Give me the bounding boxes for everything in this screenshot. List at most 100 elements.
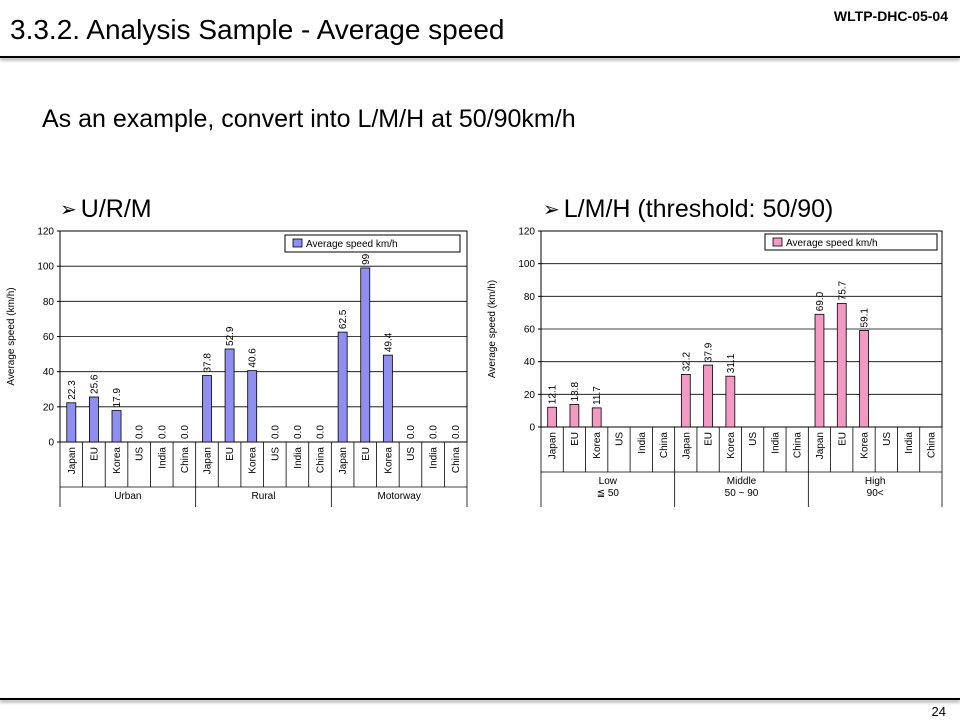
data-label: 0.0 — [293, 425, 304, 439]
category-label: EU — [361, 447, 372, 461]
data-label: 0.0 — [406, 425, 417, 439]
category-label: Korea — [383, 447, 394, 474]
bar — [88, 396, 99, 443]
page-title: 3.3.2. Analysis Sample - Average speed — [10, 14, 505, 45]
y-tick-label: 20 — [524, 390, 536, 401]
category-label: US — [748, 432, 759, 446]
bar — [725, 375, 736, 428]
data-label: 0.0 — [157, 425, 168, 439]
category-label: Japan — [681, 432, 692, 459]
legend-box — [284, 234, 461, 253]
category-label: Korea — [112, 447, 123, 474]
category-label: EU — [225, 447, 236, 461]
data-label: 0.0 — [429, 425, 440, 439]
group-label: Middle — [727, 476, 757, 487]
category-label: India — [157, 447, 168, 469]
legend-swatch — [772, 237, 783, 247]
y-tick-label: 60 — [524, 325, 536, 336]
header-divider — [0, 56, 960, 58]
category-label: US — [406, 447, 417, 461]
category-label: Korea — [860, 432, 871, 459]
category-label: China — [926, 432, 937, 459]
data-label: 49.4 — [383, 332, 394, 352]
data-label: 52.9 — [225, 326, 236, 346]
category-label: India — [429, 447, 440, 469]
data-label: 59.1 — [860, 308, 871, 328]
y-tick-label: 20 — [43, 402, 55, 413]
category-label: US — [270, 447, 281, 461]
group-label: Low — [599, 476, 618, 487]
arrow-bullet-icon: ➢ — [543, 198, 560, 221]
data-label: 12.1 — [548, 384, 559, 404]
y-tick-label: 60 — [43, 332, 55, 343]
y-tick-label: 40 — [43, 367, 55, 378]
y-tick-label: 0 — [48, 438, 54, 449]
category-label: Japan — [338, 447, 349, 474]
data-label: 69.0 — [815, 291, 826, 311]
group-label: Urban — [114, 491, 141, 502]
category-label: EU — [89, 447, 100, 461]
category-label: India — [904, 432, 915, 454]
legend-label: Average speed km/h — [306, 239, 398, 250]
page-number: 24 — [931, 704, 946, 719]
data-label: 17.9 — [112, 388, 123, 408]
data-label: 0.0 — [180, 425, 191, 439]
category-label: Japan — [548, 432, 559, 459]
category-label: US — [882, 432, 893, 446]
y-tick-label: 120 — [37, 227, 54, 238]
category-label: Korea — [726, 432, 737, 459]
y-tick-label: 120 — [518, 227, 535, 238]
bar — [859, 330, 869, 428]
data-label: 37.9 — [704, 342, 715, 362]
data-label: 75.7 — [837, 280, 848, 300]
bar — [224, 348, 235, 443]
bar — [814, 313, 825, 428]
legend-label: Average speed km/h — [786, 238, 878, 249]
group-range-label: 50 ~ 90 — [725, 488, 759, 499]
data-label: 0.0 — [451, 425, 462, 439]
right-bullet: ➢ L/M/H (threshold: 50/90) — [543, 195, 833, 224]
group-label: Motorway — [377, 491, 420, 502]
data-label: 22.3 — [67, 380, 78, 400]
y-tick-label: 80 — [43, 297, 55, 308]
y-axis-label: Average speed (km/h) — [6, 287, 17, 385]
left-bullet-label: U/R/M — [80, 195, 152, 223]
data-label: 40.6 — [248, 348, 259, 368]
bar — [703, 364, 713, 428]
right-bullet-label: L/M/H (threshold: 50/90) — [563, 195, 834, 223]
category-label: China — [316, 447, 327, 474]
data-label: 13.8 — [570, 382, 581, 402]
bar — [382, 354, 393, 443]
category-label: China — [659, 432, 670, 459]
group-range-label: 90< — [867, 488, 884, 499]
y-tick-label: 80 — [524, 292, 536, 303]
category-label: India — [770, 432, 781, 454]
bar — [547, 406, 557, 428]
category-label: Japan — [67, 447, 78, 474]
y-tick-label: 40 — [524, 357, 536, 368]
data-label: 32.2 — [681, 352, 692, 372]
bar — [836, 302, 847, 428]
urm-speed-chart: 0 20 40 60 80 100 120 Average speed (km/h) Avera… — [6, 227, 468, 507]
group-label: Rural — [252, 491, 276, 502]
category-label: India — [293, 447, 304, 469]
category-label: EU — [704, 432, 715, 446]
bar — [111, 410, 122, 443]
y-tick-label: 100 — [37, 262, 54, 273]
data-label: 0.0 — [270, 425, 281, 439]
category-label: Japan — [202, 447, 213, 474]
bar — [247, 370, 258, 443]
footer-divider — [0, 698, 960, 700]
bar — [569, 404, 580, 428]
data-label: 0.0 — [135, 425, 146, 439]
bar — [337, 331, 348, 443]
data-label: 0.0 — [316, 425, 327, 439]
slide-subtitle: As an example, convert into L/M/H at 50/… — [42, 105, 576, 133]
category-label: US — [135, 447, 146, 461]
category-label: Japan — [815, 432, 826, 459]
lmh-speed-chart: 0 20 40 60 80 100 120 Average speed (km/h) Avera… — [487, 227, 943, 507]
data-label: 31.1 — [726, 353, 737, 373]
left-bullet: ➢ U/R/M — [60, 195, 152, 224]
y-axis-label: Average speed (km/h) — [487, 280, 498, 378]
data-label: 62.5 — [338, 309, 349, 329]
